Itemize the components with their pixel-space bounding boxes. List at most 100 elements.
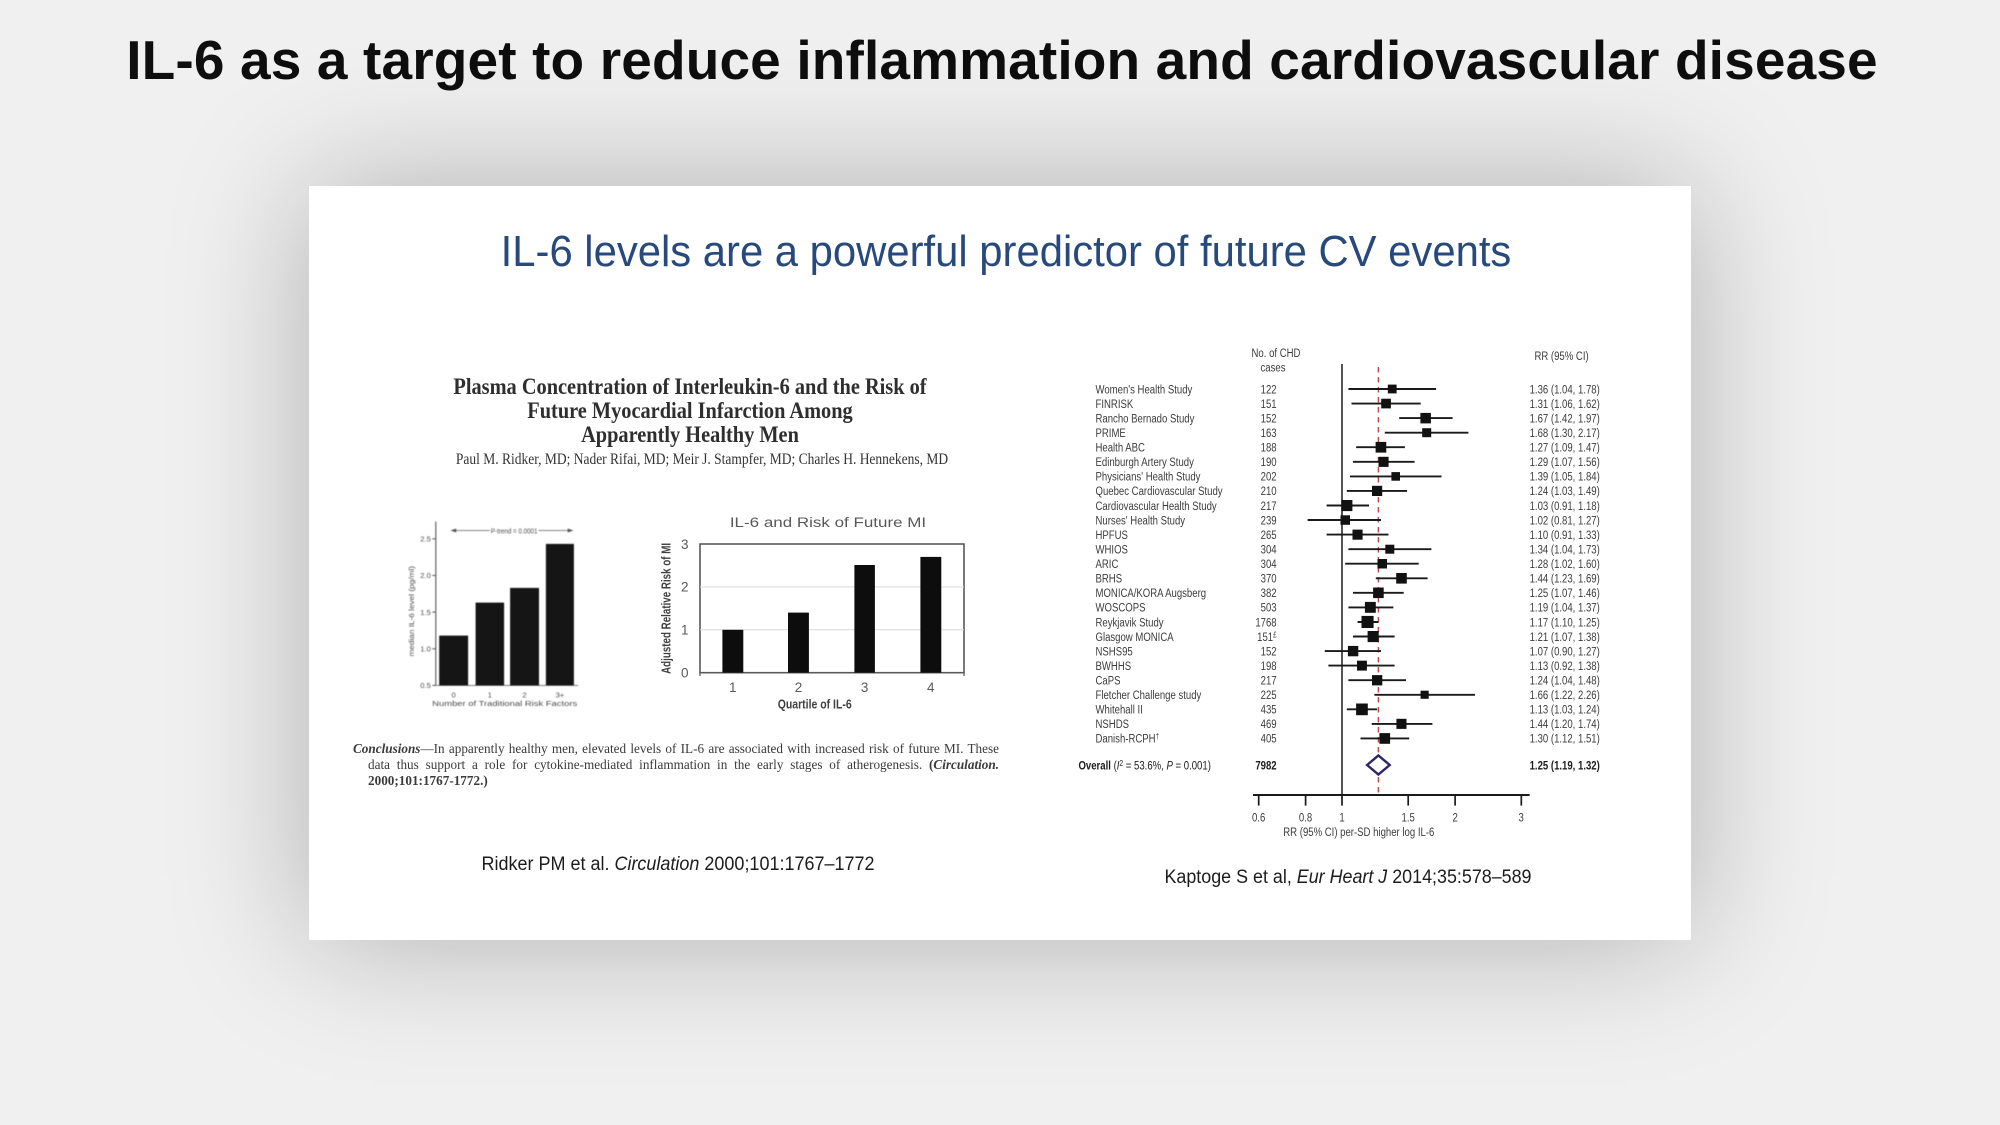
svg-text:2: 2 bbox=[1452, 811, 1457, 824]
svg-text:1768: 1768 bbox=[1255, 616, 1276, 629]
svg-text:1.24 (1.04, 1.48): 1.24 (1.04, 1.48) bbox=[1530, 674, 1600, 687]
svg-text:1.17 (1.10, 1.25): 1.17 (1.10, 1.25) bbox=[1530, 616, 1600, 629]
svg-text:1.66 (1.22, 2.26): 1.66 (1.22, 2.26) bbox=[1530, 689, 1600, 702]
svg-text:405: 405 bbox=[1261, 733, 1277, 746]
svg-text:No. of CHD: No. of CHD bbox=[1252, 347, 1301, 360]
svg-text:Physicians' Health Study: Physicians' Health Study bbox=[1096, 471, 1201, 484]
svg-text:1: 1 bbox=[681, 623, 689, 638]
svg-text:1.21 (1.07, 1.38): 1.21 (1.07, 1.38) bbox=[1530, 631, 1600, 644]
svg-text:1.10 (0.91, 1.33): 1.10 (0.91, 1.33) bbox=[1530, 529, 1600, 542]
svg-text:163: 163 bbox=[1261, 427, 1277, 440]
svg-text:0.5: 0.5 bbox=[420, 681, 431, 690]
svg-text:1.0: 1.0 bbox=[420, 644, 431, 653]
svg-text:2.5: 2.5 bbox=[420, 535, 431, 544]
svg-text:BRHS: BRHS bbox=[1096, 573, 1123, 586]
svg-text:188: 188 bbox=[1261, 441, 1277, 454]
svg-text:Reykjavik Study: Reykjavik Study bbox=[1096, 616, 1164, 629]
svg-text:4: 4 bbox=[927, 680, 935, 695]
svg-text:Glasgow MONICA: Glasgow MONICA bbox=[1096, 631, 1175, 644]
svg-text:1: 1 bbox=[1339, 811, 1344, 824]
svg-text:2: 2 bbox=[681, 580, 689, 595]
svg-text:Edinburgh Artery Study: Edinburgh Artery Study bbox=[1096, 456, 1195, 469]
svg-text:1.13 (1.03, 1.24): 1.13 (1.03, 1.24) bbox=[1530, 704, 1600, 717]
svg-text:1.03 (0.91, 1.18): 1.03 (0.91, 1.18) bbox=[1530, 500, 1600, 513]
svg-text:Adjusted Relative Risk of MI: Adjusted Relative Risk of MI bbox=[660, 543, 674, 674]
svg-text:P-trend = 0.0001: P-trend = 0.0001 bbox=[491, 527, 538, 536]
svg-text:1.44 (1.23, 1.69): 1.44 (1.23, 1.69) bbox=[1530, 573, 1600, 586]
svg-text:1.24 (1.03, 1.49): 1.24 (1.03, 1.49) bbox=[1530, 485, 1600, 498]
svg-text:1: 1 bbox=[729, 680, 737, 695]
svg-text:HPFUS: HPFUS bbox=[1096, 529, 1128, 542]
svg-text:1.25 (1.07, 1.46): 1.25 (1.07, 1.46) bbox=[1530, 587, 1600, 600]
svg-text:1.28 (1.02, 1.60): 1.28 (1.02, 1.60) bbox=[1530, 558, 1600, 571]
svg-text:198: 198 bbox=[1261, 660, 1277, 673]
svg-text:265: 265 bbox=[1261, 529, 1277, 542]
svg-text:1.68 (1.30, 2.17): 1.68 (1.30, 2.17) bbox=[1530, 427, 1600, 440]
svg-text:239: 239 bbox=[1261, 514, 1277, 527]
svg-text:RR (95% CI): RR (95% CI) bbox=[1534, 350, 1588, 363]
svg-text:503: 503 bbox=[1261, 602, 1277, 615]
svg-text:1.5: 1.5 bbox=[1402, 811, 1415, 824]
svg-text:1.30 (1.12, 1.51): 1.30 (1.12, 1.51) bbox=[1530, 733, 1600, 746]
svg-text:median IL-6 level (pg/ml): median IL-6 level (pg/ml) bbox=[407, 566, 416, 657]
svg-text:FINRISK: FINRISK bbox=[1096, 398, 1134, 411]
svg-text:304: 304 bbox=[1261, 558, 1277, 571]
svg-text:0.8: 0.8 bbox=[1299, 811, 1312, 824]
svg-text:210: 210 bbox=[1261, 485, 1277, 498]
svg-text:1.31 (1.06, 1.62): 1.31 (1.06, 1.62) bbox=[1530, 398, 1600, 411]
svg-text:3: 3 bbox=[861, 680, 869, 695]
svg-text:3+: 3+ bbox=[556, 690, 565, 699]
svg-text:190: 190 bbox=[1261, 456, 1277, 469]
svg-text:RR (95% CI) per-SD higher log: RR (95% CI) per-SD higher log IL-6 bbox=[1283, 826, 1434, 839]
svg-text:304: 304 bbox=[1261, 543, 1277, 556]
svg-text:3: 3 bbox=[1519, 811, 1524, 824]
svg-text:1.34 (1.04, 1.73): 1.34 (1.04, 1.73) bbox=[1530, 543, 1600, 556]
svg-text:2: 2 bbox=[522, 690, 526, 699]
svg-text:Fletcher Challenge study: Fletcher Challenge study bbox=[1096, 689, 1202, 702]
svg-text:Health ABC: Health ABC bbox=[1096, 441, 1146, 454]
svg-text:202: 202 bbox=[1261, 471, 1277, 484]
svg-text:122: 122 bbox=[1261, 383, 1277, 396]
svg-text:2.0: 2.0 bbox=[420, 571, 431, 580]
svg-text:3: 3 bbox=[681, 537, 689, 552]
svg-text:ARIC: ARIC bbox=[1096, 558, 1119, 571]
svg-text:1.07 (0.90, 1.27): 1.07 (0.90, 1.27) bbox=[1530, 645, 1600, 658]
svg-text:1.25 (1.19, 1.32): 1.25 (1.19, 1.32) bbox=[1530, 759, 1600, 772]
svg-text:BWHHS: BWHHS bbox=[1096, 660, 1132, 673]
svg-text:217: 217 bbox=[1261, 674, 1277, 687]
svg-text:NSHDS: NSHDS bbox=[1096, 718, 1129, 731]
svg-text:Cardiovascular Health Study: Cardiovascular Health Study bbox=[1096, 500, 1218, 513]
svg-text:151: 151 bbox=[1261, 398, 1277, 411]
svg-text:225: 225 bbox=[1261, 689, 1277, 702]
svg-text:WOSCOPS: WOSCOPS bbox=[1096, 602, 1146, 615]
svg-text:7982: 7982 bbox=[1255, 759, 1276, 772]
svg-text:WHIOS: WHIOS bbox=[1096, 543, 1128, 556]
svg-text:1.13 (0.92, 1.38): 1.13 (0.92, 1.38) bbox=[1530, 660, 1600, 673]
svg-text:1.44 (1.20, 1.74): 1.44 (1.20, 1.74) bbox=[1530, 718, 1600, 731]
svg-text:1.02 (0.81, 1.27): 1.02 (0.81, 1.27) bbox=[1530, 514, 1600, 527]
svg-text:MONICA/KORA Augsberg: MONICA/KORA Augsberg bbox=[1096, 587, 1207, 600]
svg-text:1.27 (1.09, 1.47): 1.27 (1.09, 1.47) bbox=[1530, 441, 1600, 454]
svg-text:IL-6 and Risk of Future MI: IL-6 and Risk of Future MI bbox=[730, 515, 926, 530]
svg-text:Number of Traditional Risk Fac: Number of Traditional Risk Factors bbox=[432, 699, 577, 708]
svg-text:152: 152 bbox=[1261, 412, 1277, 425]
svg-text:0: 0 bbox=[681, 666, 689, 681]
svg-text:1.29 (1.07, 1.56): 1.29 (1.07, 1.56) bbox=[1530, 456, 1600, 469]
svg-text:382: 382 bbox=[1261, 587, 1277, 600]
svg-text:cases: cases bbox=[1261, 361, 1286, 374]
svg-text:PRIME: PRIME bbox=[1096, 427, 1126, 440]
svg-text:Quebec Cardiovascular Study: Quebec Cardiovascular Study bbox=[1096, 485, 1224, 498]
svg-text:152: 152 bbox=[1261, 645, 1277, 658]
svg-text:NSHS95: NSHS95 bbox=[1096, 645, 1133, 658]
svg-text:Women's Health Study: Women's Health Study bbox=[1096, 383, 1193, 396]
svg-text:1.39 (1.05, 1.84): 1.39 (1.05, 1.84) bbox=[1530, 471, 1600, 484]
svg-text:Overall (I2 = 53.6%, P = 0.00: Overall (I2 = 53.6%, P = 0.001) bbox=[1078, 758, 1210, 773]
svg-text:Danish-RCPH†: Danish-RCPH† bbox=[1096, 731, 1160, 746]
svg-text:469: 469 bbox=[1261, 718, 1277, 731]
svg-text:Rancho Bernado Study: Rancho Bernado Study bbox=[1096, 412, 1195, 425]
svg-text:CaPS: CaPS bbox=[1096, 674, 1121, 687]
svg-text:1.36 (1.04, 1.78): 1.36 (1.04, 1.78) bbox=[1530, 383, 1600, 396]
svg-text:1: 1 bbox=[488, 690, 492, 699]
svg-text:151£: 151£ bbox=[1257, 630, 1276, 645]
svg-text:1.19 (1.04, 1.37): 1.19 (1.04, 1.37) bbox=[1530, 602, 1600, 615]
